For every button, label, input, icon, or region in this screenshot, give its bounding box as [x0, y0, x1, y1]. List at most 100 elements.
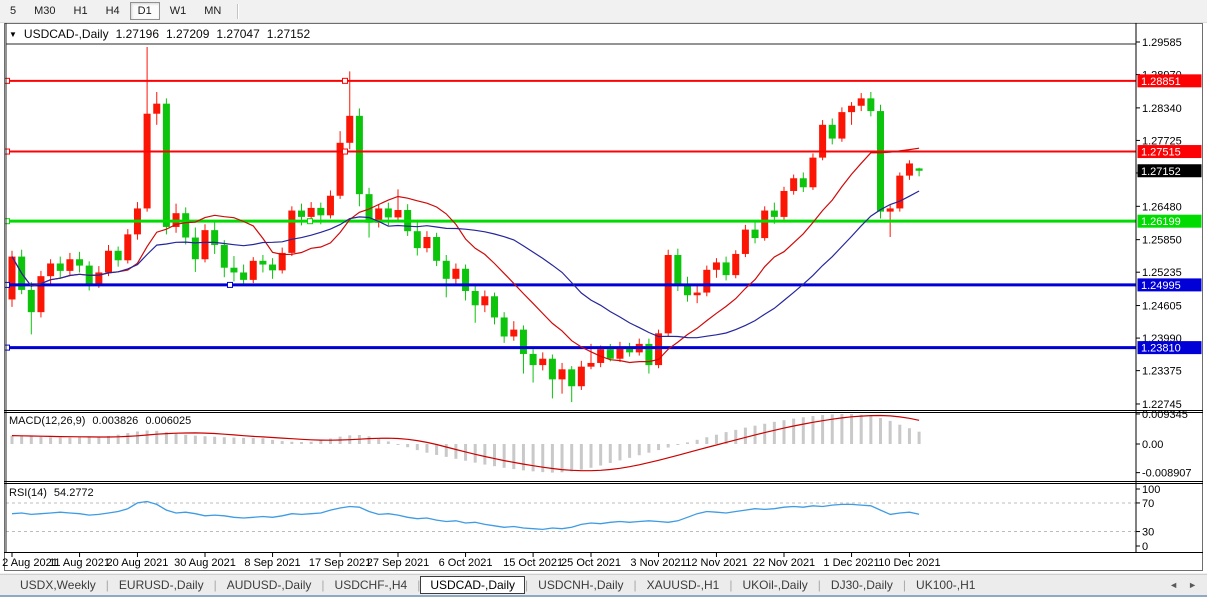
- macd-histogram-bar: [203, 436, 207, 444]
- macd-histogram-bar: [184, 434, 188, 444]
- price-tag: [1137, 164, 1202, 178]
- date-tick-label: 8 Sep 2021: [244, 557, 300, 569]
- timeframe-button-m30[interactable]: M30: [34, 5, 56, 17]
- tab-scroll-right-icon[interactable]: ►: [1188, 580, 1197, 590]
- timeframe-button-5[interactable]: 5: [10, 5, 17, 17]
- macd-histogram-bar: [251, 438, 255, 444]
- candle-bull: [905, 163, 913, 176]
- price-tag-label: 1.27515: [1141, 147, 1181, 159]
- candle-bear: [162, 103, 170, 227]
- macd-histogram-bar: [78, 437, 82, 444]
- candle-bull: [616, 347, 624, 359]
- macd-histogram-bar: [512, 444, 516, 470]
- macd-histogram-bar: [888, 420, 892, 444]
- candle-bear: [867, 98, 875, 112]
- macd-histogram-bar: [531, 444, 535, 472]
- macd-histogram-bar: [859, 414, 863, 444]
- candle-bull: [124, 234, 132, 261]
- candle-bear: [877, 111, 884, 212]
- rsi-line: [11, 500, 920, 531]
- candle-bull: [452, 268, 460, 279]
- chart-tab-xauusd-h1[interactable]: XAUUSD-,H1: [646, 578, 720, 592]
- timeframe-button-h1[interactable]: H1: [73, 5, 88, 17]
- line-handle[interactable]: [4, 77, 10, 84]
- tab-separator: |: [902, 578, 907, 592]
- tab-scroll-left-icon[interactable]: ◄: [1169, 580, 1179, 590]
- macd-histogram-bar: [406, 444, 410, 448]
- ma-fast-line: [11, 147, 920, 364]
- macd-histogram-bar: [319, 440, 323, 444]
- timeframe-button-mn[interactable]: MN: [204, 5, 222, 17]
- price-tag: [1137, 341, 1202, 355]
- tab-separator: |: [817, 578, 821, 592]
- timeframe-button-w1[interactable]: W1: [169, 5, 187, 17]
- candle-bear: [799, 178, 807, 188]
- macd-histogram-bar: [242, 437, 246, 444]
- macd-histogram-bar: [850, 414, 854, 444]
- line-handle[interactable]: [4, 218, 10, 225]
- candle-bear: [684, 284, 691, 296]
- line-handle[interactable]: [227, 281, 233, 288]
- timeframe-button-h4[interactable]: H4: [105, 5, 120, 17]
- candle-bull: [153, 103, 161, 114]
- chart-tab-dj30-daily[interactable]: DJ30-,Daily: [830, 578, 893, 592]
- date-tick-label: 1 Dec 2021: [823, 557, 879, 569]
- chart-tab-audusd-daily[interactable]: AUDUSD-,Daily: [226, 578, 312, 592]
- chart-tab-usdx-weekly[interactable]: USDX,Weekly: [20, 578, 96, 592]
- macd-histogram-bar: [271, 439, 275, 444]
- price-chart[interactable]: 1.295851.289701.283401.277251.271101.264…: [0, 23, 1207, 573]
- macd-histogram-bar: [599, 444, 603, 466]
- candle-bear: [442, 260, 450, 279]
- candle-bear: [770, 210, 778, 217]
- date-tick-label: 11 Aug 2021: [49, 557, 110, 569]
- macd-histogram-bar: [49, 437, 53, 444]
- line-handle[interactable]: [4, 148, 10, 155]
- macd-histogram-bar: [869, 416, 873, 444]
- candle-bull: [857, 98, 865, 106]
- line-handle[interactable]: [4, 344, 10, 351]
- chart-symbol-label: USDCAD-,Daily: [23, 27, 109, 41]
- macd-histogram-bar: [435, 444, 439, 455]
- macd-tick-label: 0.00: [1142, 439, 1163, 451]
- candle-bull: [577, 366, 585, 387]
- macd-histogram-bar: [782, 420, 786, 444]
- candle-bear: [471, 290, 479, 306]
- candle-bear: [606, 349, 614, 359]
- line-handle[interactable]: [4, 281, 10, 288]
- chart-tab-usdcad-daily[interactable]: USDCAD-,Daily: [420, 576, 526, 594]
- candle-bear: [384, 208, 392, 218]
- candle-bull: [105, 250, 112, 273]
- chart-tab-usdcnh-daily[interactable]: USDCNH-,Daily: [538, 578, 624, 592]
- symbol-dropdown-icon[interactable]: ▼: [9, 29, 17, 39]
- candle-bull: [712, 262, 720, 270]
- candle-bull: [288, 210, 296, 253]
- tab-separator: |: [633, 578, 637, 592]
- candle-bear: [751, 229, 759, 239]
- price-tag: [1137, 278, 1202, 292]
- chart-tab-ukoil-daily[interactable]: UKOil-,Daily: [742, 578, 808, 592]
- macd-indicator-label: MACD(12,26,9) 0.003826 0.006025: [9, 415, 191, 427]
- date-tick-label: 30 Aug 2021: [174, 557, 236, 569]
- candle-bull: [587, 362, 595, 367]
- candle-bull: [326, 195, 334, 216]
- chart-tab-eurusd-daily[interactable]: EURUSD-,Daily: [118, 578, 204, 592]
- price-tick-label: 1.22745: [1142, 399, 1182, 411]
- line-handle[interactable]: [342, 77, 348, 84]
- line-handle[interactable]: [342, 148, 348, 155]
- price-tick-label: 1.25850: [1142, 235, 1182, 247]
- candle-bull: [693, 292, 701, 296]
- candle-bear: [355, 115, 363, 195]
- timeframe-button-d1[interactable]: D1: [129, 2, 160, 20]
- date-tick-label: 12 Nov 2021: [685, 557, 747, 569]
- date-tick-label: 10 Dec 2021: [878, 557, 940, 569]
- macd-histogram-bar: [164, 432, 168, 444]
- chart-tab-usdchf-h4[interactable]: USDCHF-,H4: [334, 578, 408, 592]
- macd-histogram-bar: [705, 437, 709, 444]
- macd-histogram-bar: [20, 435, 24, 444]
- line-handle[interactable]: [307, 218, 313, 225]
- macd-histogram-bar: [367, 436, 371, 444]
- price-tick-label: 1.25235: [1142, 267, 1182, 279]
- candle-bull: [307, 207, 315, 217]
- chart-tab-uk100-h1[interactable]: UK100-,H1: [916, 578, 976, 592]
